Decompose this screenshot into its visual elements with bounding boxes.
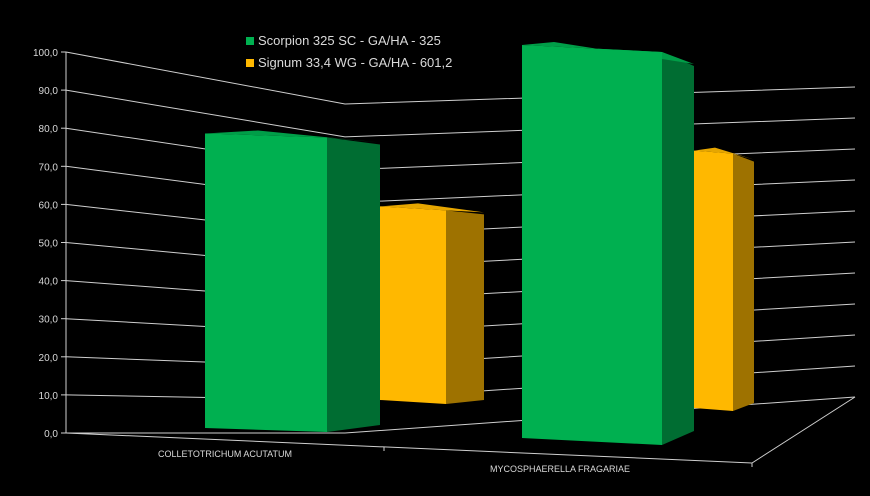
bar-top-face (380, 203, 484, 213)
y-tick-label: 50,0 (39, 239, 59, 250)
bar-front-face (522, 44, 662, 445)
legend-label: Scorpion 325 SC - GA/HA - 325 (258, 33, 441, 48)
bar-side-face (662, 51, 694, 445)
y-tick-label: 20,0 (39, 353, 59, 364)
y-tick-label: 10,0 (39, 391, 59, 402)
y-tick-label: 70,0 (39, 162, 59, 173)
bars (205, 41, 754, 445)
bar-front-face (380, 206, 446, 404)
bar-1-series-1 (205, 130, 380, 432)
y-tick-label: 90,0 (39, 86, 59, 97)
legend-item-series-1: Scorpion 325 SC - GA/HA - 325 (246, 30, 452, 52)
y-tick-label: 60,0 (39, 200, 59, 211)
x-axis-categories: COLLETOTRICHUM ACUTATUM MYCOSPHAERELLA FR… (158, 449, 630, 474)
x-category-label: MYCOSPHAERELLA FRAGARIAE (490, 464, 630, 474)
bar-front-face (205, 133, 327, 432)
x-category-label: COLLETOTRICHUM ACUTATUM (158, 449, 292, 459)
bar-2-series-2 (694, 147, 754, 411)
legend-swatch-green (246, 37, 254, 45)
legend-item-series-2: Signum 33,4 WG - GA/HA - 601,2 (246, 52, 452, 74)
bar-top-face (694, 147, 754, 160)
legend: Scorpion 325 SC - GA/HA - 325 Signum 33,… (246, 30, 452, 74)
y-tick-label: 0,0 (44, 429, 58, 440)
bar-2-series-1 (522, 41, 694, 445)
y-tick-label: 80,0 (39, 124, 59, 135)
bar-1-series-2 (380, 203, 484, 404)
y-tick-label: 40,0 (39, 277, 59, 288)
bar-side-face (327, 137, 380, 432)
y-tick-label: 100,0 (33, 48, 58, 59)
gridline (65, 51, 856, 105)
legend-swatch-orange (246, 59, 254, 67)
bar-front-face (694, 150, 733, 411)
y-tick-label: 30,0 (39, 315, 59, 326)
gridline (65, 89, 856, 138)
bar-side-face (446, 210, 484, 404)
y-axis-ticks: 0,0 10,0 20,0 30,0 40,0 50,0 60,0 70,0 80,0 90,0 1… (33, 48, 66, 440)
legend-label: Signum 33,4 WG - GA/HA - 601,2 (258, 55, 453, 70)
bar-side-face (733, 153, 754, 411)
bar-top-face (205, 130, 380, 143)
